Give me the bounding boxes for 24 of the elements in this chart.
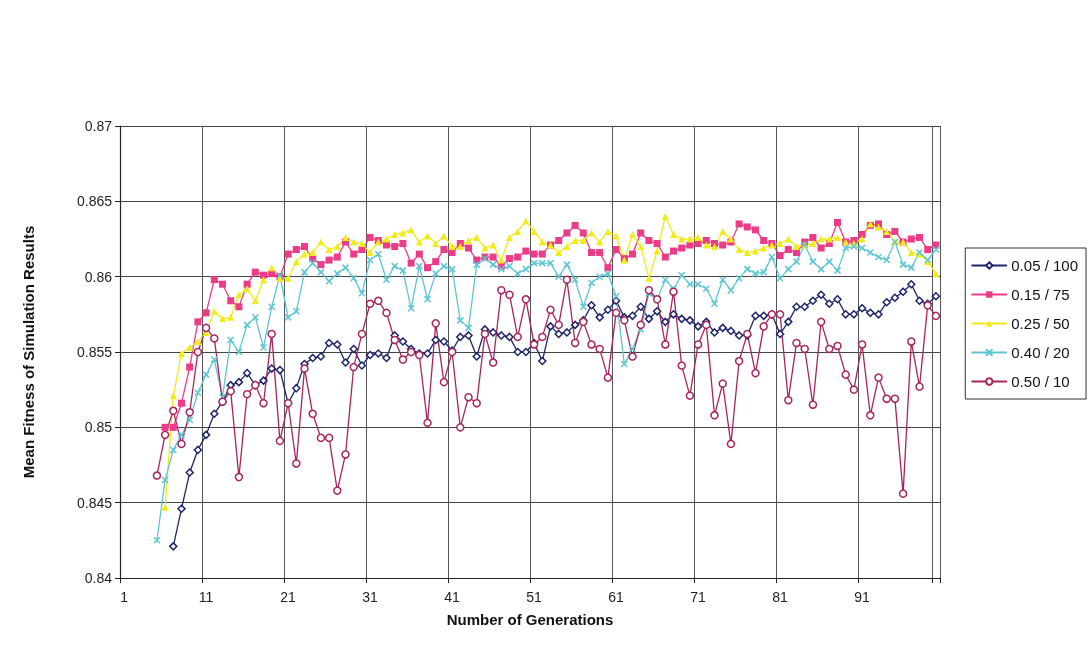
x-tick-label: 41 [444, 589, 461, 605]
legend-label: 0.15 / 75 [1011, 286, 1070, 303]
y-tick-label: 0.865 [76, 193, 113, 210]
y-tick-label: 0.87 [84, 118, 113, 134]
x-tick-label: 91 [854, 589, 871, 605]
x-tick-label: 11 [198, 589, 214, 605]
x-tick-label: 51 [526, 589, 543, 605]
x-tick-label: 21 [280, 589, 297, 605]
y-axis-title: Mean Fitness of Simulation Results [20, 225, 37, 479]
x-tick-label: 31 [362, 589, 379, 605]
x-tick-label: 81 [772, 589, 789, 605]
x-tick-label: 71 [690, 589, 707, 605]
legend-label: 0.50 / 10 [1011, 373, 1070, 390]
x-axis-title: Number of Generations [446, 611, 614, 628]
legend-label: 0.25 / 50 [1011, 315, 1070, 332]
x-tick-label: 61 [608, 589, 625, 605]
y-tick-label: 0.845 [76, 494, 113, 511]
legend-label: 0.40 / 20 [1011, 344, 1070, 361]
y-tick-label: 0.84 [84, 570, 113, 586]
y-tick-label: 0.85 [84, 419, 113, 436]
legend-label: 0.05 / 100 [1011, 257, 1079, 274]
y-tick-label: 0.86 [84, 268, 113, 285]
y-tick-label: 0.855 [76, 344, 113, 360]
x-tick-label: 1 [120, 589, 129, 605]
